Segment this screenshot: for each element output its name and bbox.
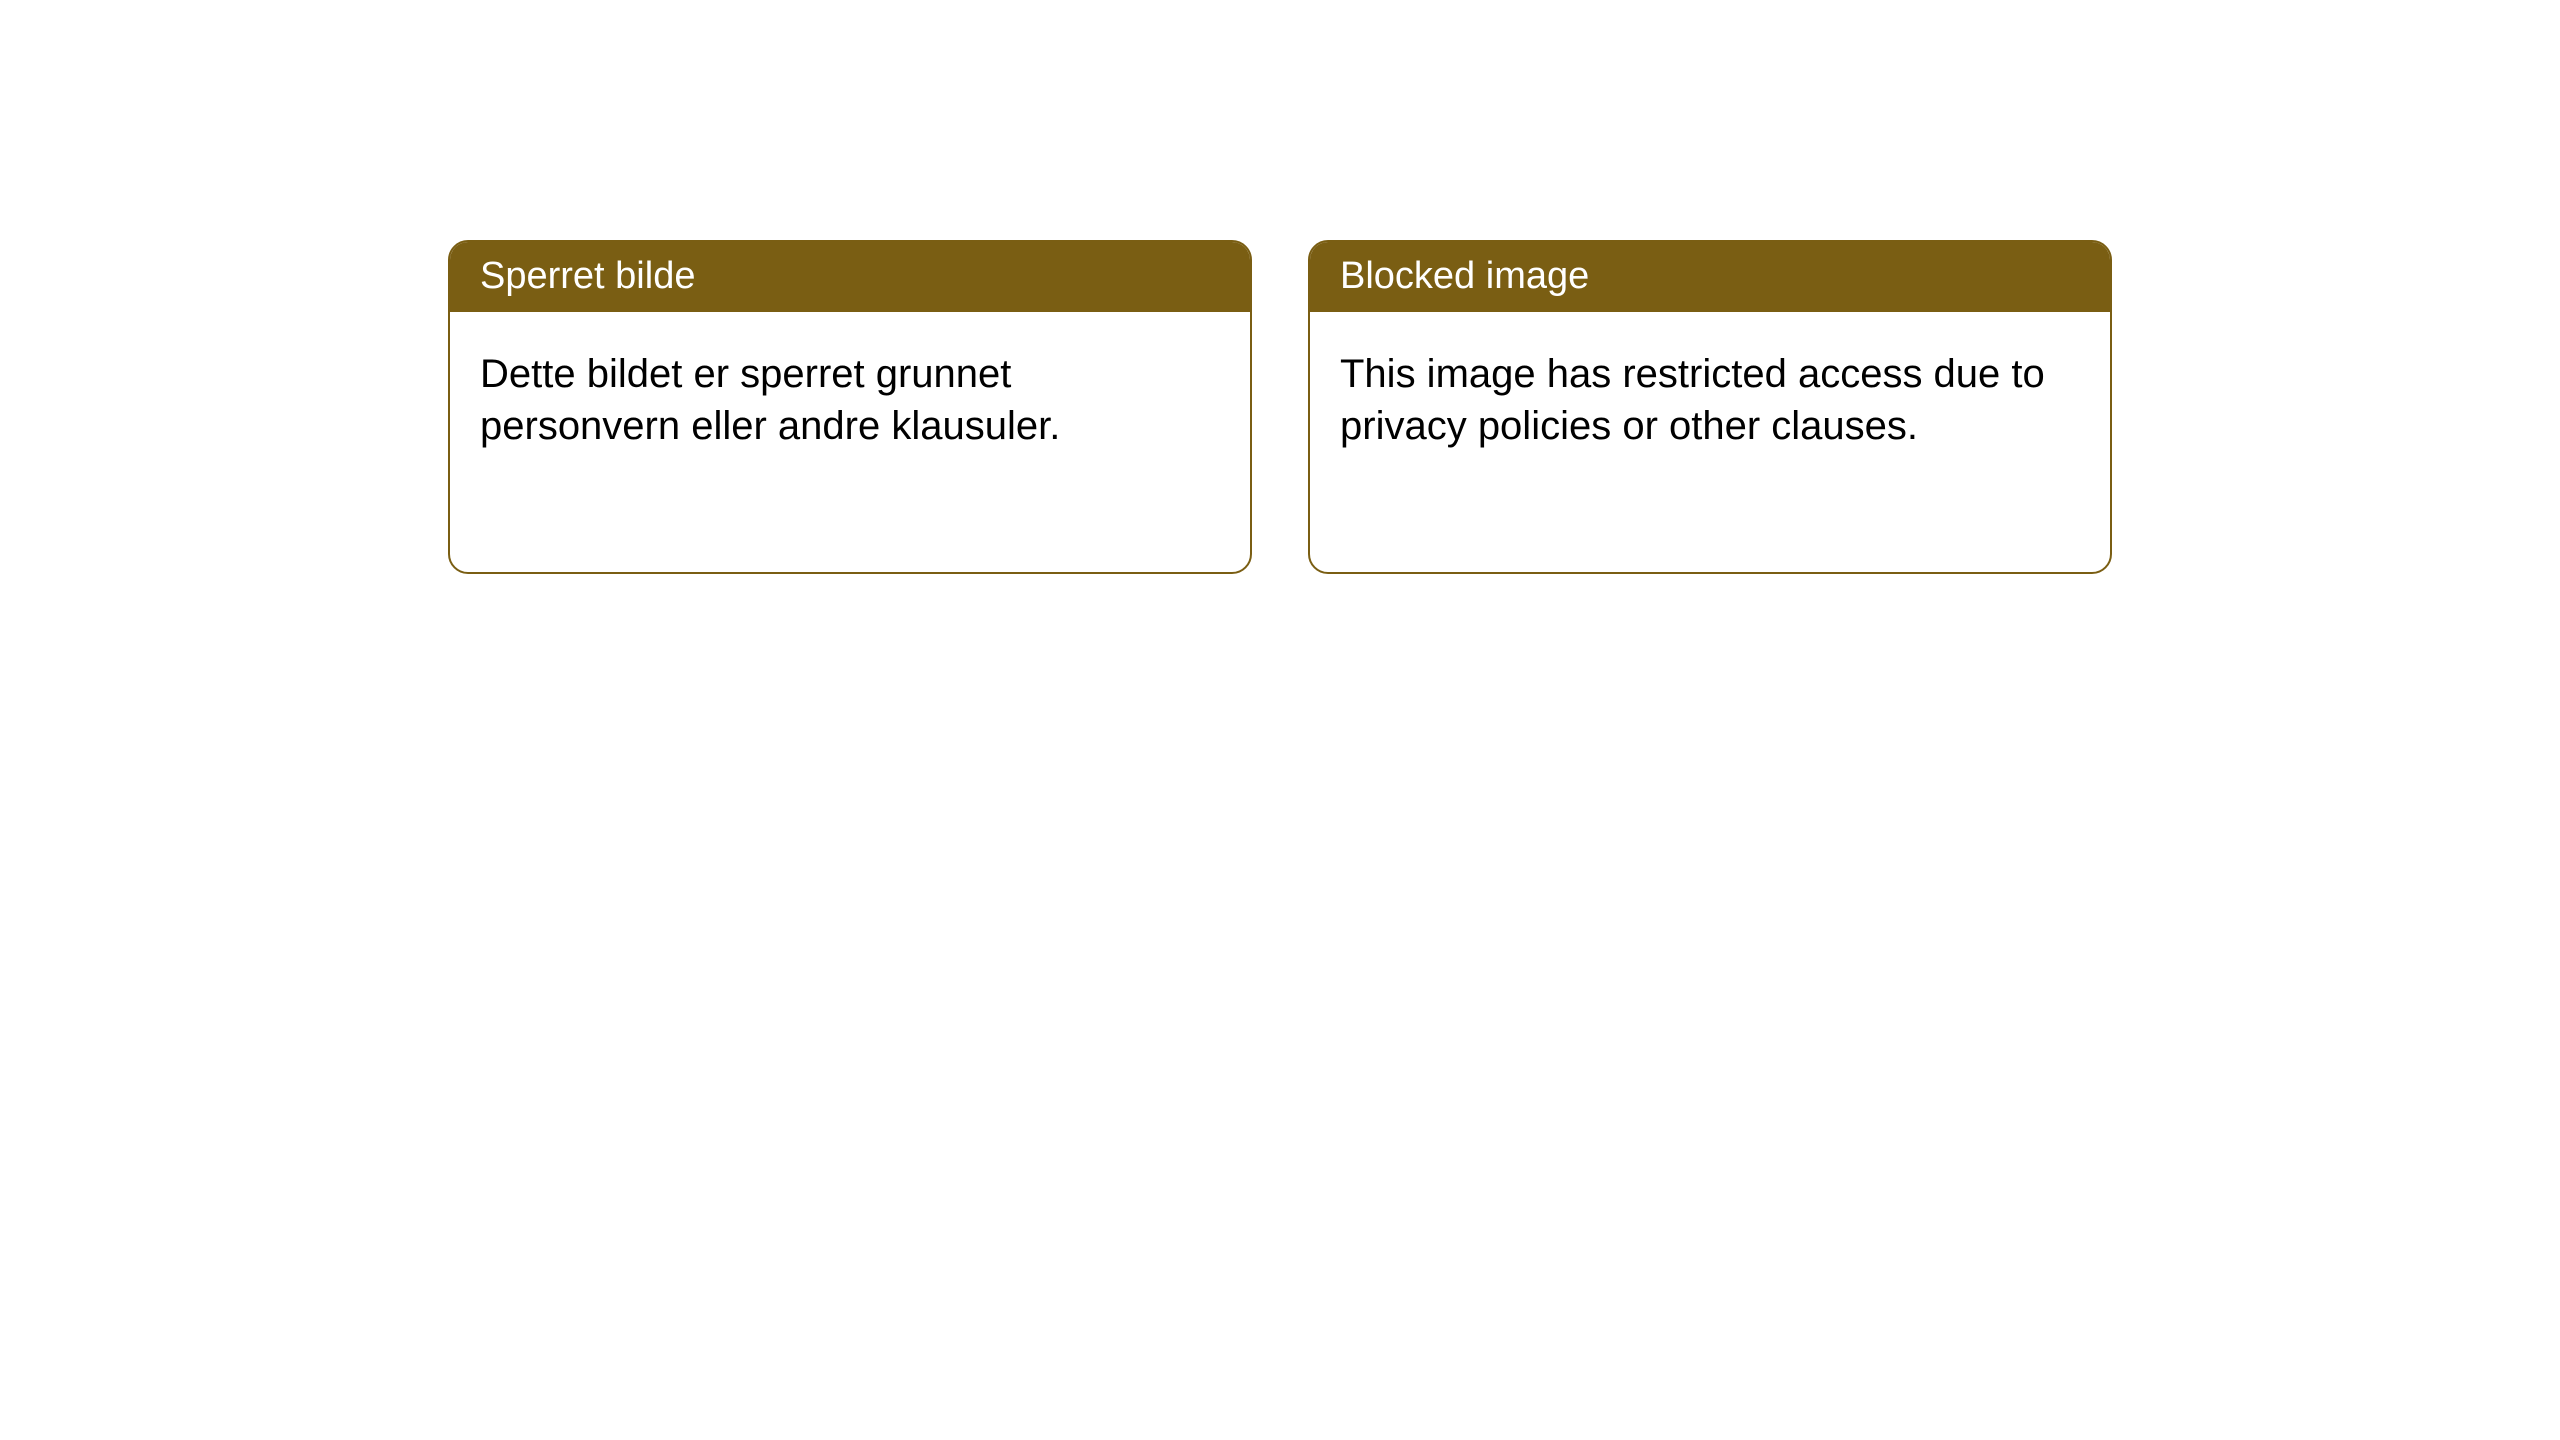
notice-card-norwegian: Sperret bilde Dette bildet er sperret gr…	[448, 240, 1252, 574]
notice-body: Dette bildet er sperret grunnet personve…	[450, 312, 1250, 488]
notice-card-english: Blocked image This image has restricted …	[1308, 240, 2112, 574]
notice-header: Blocked image	[1310, 242, 2110, 312]
notice-header: Sperret bilde	[450, 242, 1250, 312]
notice-container: Sperret bilde Dette bildet er sperret gr…	[0, 0, 2560, 574]
notice-body: This image has restricted access due to …	[1310, 312, 2110, 488]
